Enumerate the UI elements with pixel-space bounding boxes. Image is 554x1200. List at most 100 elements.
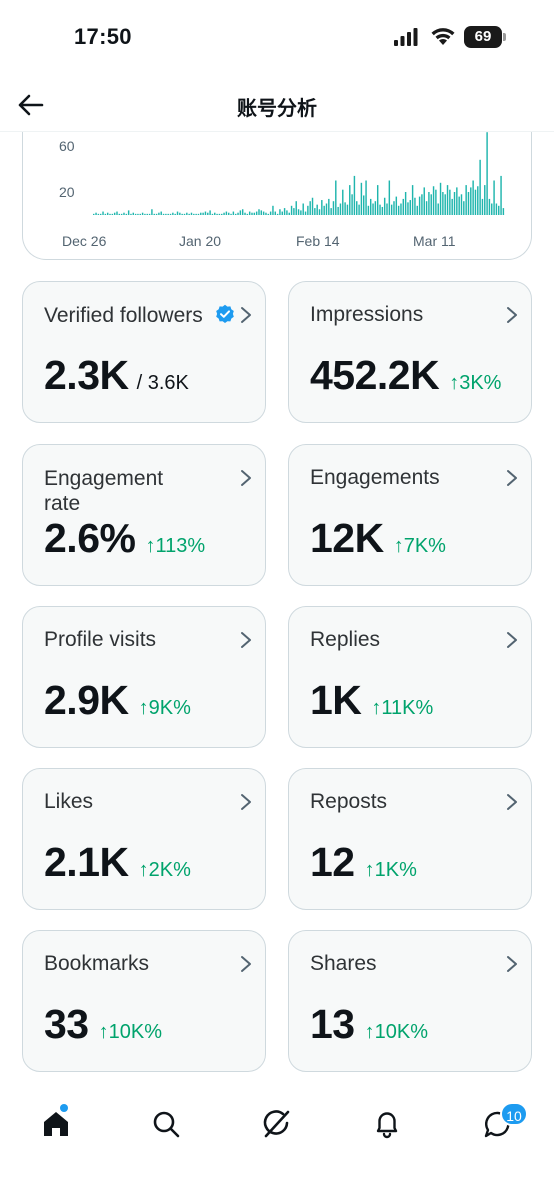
chart-bar <box>165 213 167 215</box>
chart-bar <box>130 213 132 215</box>
chart-bar <box>158 212 160 215</box>
chevron-right-icon <box>241 794 251 810</box>
chart-bar <box>418 196 421 215</box>
chart-bar <box>444 194 446 215</box>
chart-bar <box>241 209 244 215</box>
metric-card-likes[interactable]: Likes 2.1K ↑2K% <box>22 768 266 910</box>
back-button[interactable] <box>14 88 48 122</box>
chart-bar <box>381 206 384 215</box>
chart-bar <box>260 210 263 215</box>
chart-bar <box>360 182 363 215</box>
chart-bar <box>137 213 139 215</box>
metric-card-engagement-rate[interactable]: Engagement rate 2.6% ↑113% <box>22 444 266 586</box>
chart-bar <box>127 210 130 215</box>
metric-card-impressions[interactable]: Impressions 452.2K ↑3K% <box>288 281 532 423</box>
metric-change: ↑10K% <box>364 1021 428 1043</box>
verified-badge-icon <box>216 304 234 323</box>
chart-bar <box>141 212 144 215</box>
chart-bar <box>183 213 186 215</box>
chart-bar <box>365 180 367 215</box>
chart-bar <box>344 202 346 215</box>
chart-bar <box>311 197 314 215</box>
chart-bar <box>118 213 121 215</box>
chart-bar <box>465 185 467 215</box>
chart-bar <box>402 198 405 215</box>
chart-bar <box>246 213 249 215</box>
chart-bar <box>207 212 209 215</box>
metric-value: 452.2K <box>310 352 440 398</box>
chart-bar <box>383 197 386 215</box>
chart-bar <box>309 201 311 215</box>
tab-search[interactable] <box>144 1102 188 1146</box>
chart-bar <box>116 211 118 215</box>
battery-icon: 69 <box>464 26 506 48</box>
metric-card-bookmarks[interactable]: Bookmarks 33 ↑10K% <box>22 930 266 1072</box>
chart-bar <box>374 201 377 215</box>
chart-bar <box>481 198 484 215</box>
chart-bar <box>255 211 258 215</box>
chart-bar <box>474 189 477 215</box>
chart-bar <box>234 213 237 215</box>
metric-change: ↑113% <box>145 535 206 557</box>
chart-bar <box>251 212 253 215</box>
chart-bar <box>451 198 453 215</box>
tab-notifications[interactable] <box>365 1102 409 1146</box>
chart-bar <box>486 132 488 215</box>
chart-bar <box>346 204 349 215</box>
chevron-right-icon <box>507 956 517 972</box>
chart-bar <box>230 213 232 215</box>
chart-bar <box>470 187 472 215</box>
chart-bar <box>453 192 456 215</box>
chart-bar <box>174 213 176 215</box>
tab-grok[interactable] <box>255 1102 299 1146</box>
chart-bar <box>409 200 411 215</box>
metric-card-shares[interactable]: Shares 13 ↑10K% <box>288 930 532 1072</box>
metric-change: ↑9K% <box>138 697 191 719</box>
chart-bar <box>288 212 290 215</box>
metric-change: ↑3K% <box>449 372 502 394</box>
chart-bar <box>93 213 95 215</box>
chart-bar <box>330 208 332 215</box>
x-tick-label: Jan 20 <box>179 233 221 249</box>
chart-bar <box>498 205 500 215</box>
chart-bar <box>404 192 407 215</box>
metric-card-replies[interactable]: Replies 1K ↑11K% <box>288 606 532 748</box>
metric-label: Engagements <box>310 466 440 489</box>
chart-bar <box>367 205 370 215</box>
chart-bar <box>267 213 270 215</box>
metric-card-engagements[interactable]: Engagements 12K ↑7K% <box>288 444 532 586</box>
chart-bar <box>423 187 425 215</box>
chart-bar <box>188 213 190 215</box>
metric-card-profile-visits[interactable]: Profile visits 2.9K ↑9K% <box>22 606 266 748</box>
tab-home[interactable] <box>34 1102 78 1146</box>
chart-bar <box>411 185 414 215</box>
chart-bar <box>467 192 470 215</box>
x-tick-label: Dec 26 <box>62 233 107 249</box>
chart-bar <box>428 192 430 215</box>
chevron-right-icon <box>241 632 251 648</box>
wifi-icon <box>431 28 455 45</box>
metric-change: ↑2K% <box>138 859 191 881</box>
chart-bar <box>314 208 316 215</box>
chart-bar <box>449 189 451 215</box>
metric-change: ↑11K% <box>371 697 434 719</box>
chart-bar <box>304 211 307 215</box>
chart-bar <box>102 211 104 215</box>
chevron-right-icon <box>507 794 517 810</box>
metric-card-reposts[interactable]: Reposts 12 ↑1K% <box>288 768 532 910</box>
chart-bar <box>134 213 137 215</box>
chart-bar <box>186 212 188 215</box>
chart-bar <box>339 203 342 215</box>
metric-label: Shares <box>310 952 377 975</box>
metric-card-verified-followers[interactable]: Verified followers 2.3K / 3.6K <box>22 281 266 423</box>
chart-bar <box>123 212 125 215</box>
chart-bar <box>502 208 505 215</box>
chart-bar <box>456 187 458 215</box>
chart-bar <box>302 203 304 215</box>
chart-bar <box>442 192 444 215</box>
chart-bar <box>125 213 128 215</box>
chart-bar <box>325 203 328 215</box>
chart-bar <box>169 213 172 215</box>
chart-bar <box>286 210 288 215</box>
chart-bar <box>479 159 481 215</box>
